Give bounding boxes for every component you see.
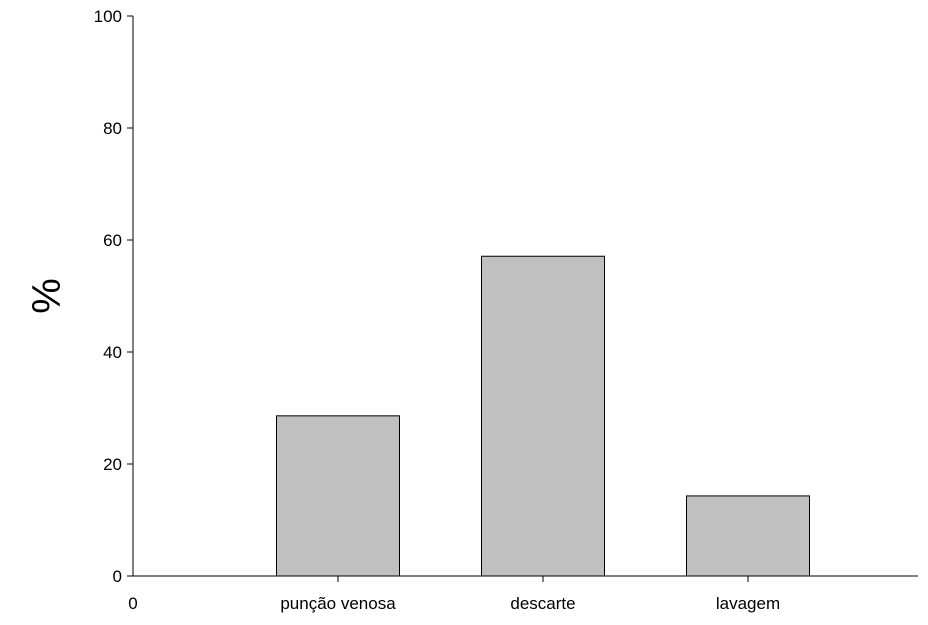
bar-descarte xyxy=(481,255,605,577)
y-tick-label: 80 xyxy=(103,119,122,138)
x-tick-label: punção venosa xyxy=(280,594,396,613)
x-tick-label: lavagem xyxy=(716,594,780,613)
y-tick-label: 60 xyxy=(103,231,122,250)
x-origin-label: 0 xyxy=(128,594,137,613)
bar-punção-venosa xyxy=(276,415,400,577)
y-tick-label: 40 xyxy=(103,343,122,362)
x-tick-label: descarte xyxy=(510,594,575,613)
x-axis: 0 punção venosa descarte lavagem xyxy=(128,575,918,613)
y-axis-title: % xyxy=(25,278,69,314)
y-tick-label: 100 xyxy=(94,7,122,26)
y-tick-label: 20 xyxy=(103,455,122,474)
y-tick-label: 0 xyxy=(113,567,122,586)
y-axis: 0 20 40 60 80 100 xyxy=(94,7,134,586)
bars-group xyxy=(276,255,810,577)
bar-lavagem xyxy=(686,495,810,577)
